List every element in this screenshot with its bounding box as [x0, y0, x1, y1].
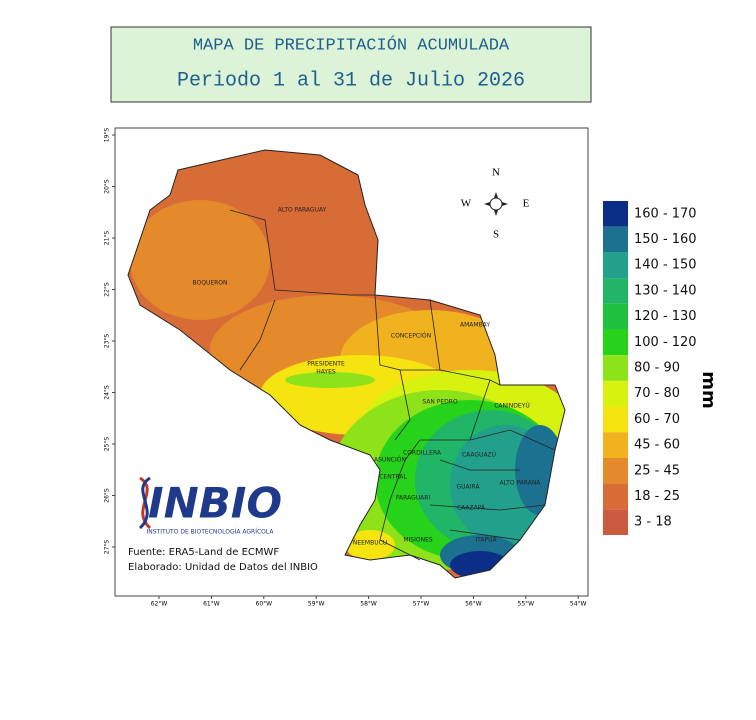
lon-tick-label: 61°W — [203, 601, 220, 608]
legend-label: 70 - 80 — [634, 386, 680, 401]
department-label: HAYES — [316, 369, 336, 376]
lat-tick-label: 22°S — [104, 282, 111, 297]
legend-swatch — [603, 329, 628, 356]
legend-label: 25 - 45 — [634, 463, 680, 478]
compass-n: N — [492, 167, 500, 179]
department-label: CAAGUAZÚ — [462, 452, 496, 459]
lat-tick-label: 23°S — [104, 334, 111, 349]
legend-swatch — [603, 380, 628, 407]
legend-label: 130 - 140 — [634, 283, 697, 298]
lat-tick-label: 24°S — [104, 385, 111, 400]
lon-tick-label: 56°W — [465, 601, 482, 608]
legend-swatch — [603, 483, 628, 510]
department-label: CAAZAPÁ — [457, 505, 486, 512]
legend-label: 160 - 170 — [634, 206, 697, 221]
department-label: GUAIRÁ — [457, 484, 481, 491]
department-label: BOQUERON — [192, 280, 227, 287]
department-label: PRESIDENTE — [307, 361, 345, 368]
department-label: CORDILLERA — [403, 450, 442, 457]
lon-tick-label: 62°W — [151, 601, 168, 608]
legend-swatch — [603, 226, 628, 253]
legend-label: 18 - 25 — [634, 489, 680, 504]
department-label: AMAMBAY — [460, 322, 490, 329]
title-box — [110, 26, 592, 103]
legend-swatch — [603, 432, 628, 458]
legend-label: 120 - 130 — [634, 309, 697, 324]
compass-s: S — [493, 229, 499, 241]
lat-tick-label: 19°S — [104, 128, 111, 143]
department-label: ÑEEMBUCU — [353, 540, 387, 547]
logo: INBIO INSTITUTO DE BIOTECNOLOGÍA AGRÍCOL… — [138, 476, 282, 536]
title: MAPA DE PRECIPITACIÓN ACUMULADA — [193, 35, 510, 55]
logo-full-name: INSTITUTO DE BIOTECNOLOGÍA AGRÍCOLA — [146, 529, 274, 536]
lon-tick-label: 55°W — [518, 601, 535, 608]
lon-tick-label: 54°W — [570, 601, 587, 608]
lat-tick-label: 20°S — [104, 179, 111, 194]
legend-swatch — [603, 252, 628, 279]
legend-swatch — [603, 303, 628, 330]
legend-label: 100 - 120 — [634, 335, 697, 350]
legend-swatch — [603, 278, 628, 304]
legend-label: 60 - 70 — [634, 412, 680, 427]
legend-label: 3 - 18 — [634, 515, 672, 530]
legend-swatch — [603, 457, 628, 484]
compass-e: E — [523, 198, 530, 210]
subtitle: Periodo 1 al 31 de Julio 2026 — [177, 69, 525, 92]
legend-label: 140 - 150 — [634, 258, 697, 273]
legend-swatch — [603, 509, 628, 535]
legend-swatch — [603, 201, 628, 227]
country-outline — [127, 149, 566, 579]
department-label: ASUNCIÓN — [374, 457, 406, 464]
legend-swatch — [603, 406, 628, 433]
lon-tick-label: 58°W — [360, 601, 377, 608]
department-label: PARAGUARI — [396, 495, 431, 502]
legend-swatch — [603, 355, 628, 381]
department-label: ITAPÚA — [475, 537, 497, 544]
department-label: ALTO PARAGUAY — [278, 207, 327, 214]
legend-unit: mm — [698, 371, 719, 409]
compass-w: W — [461, 198, 472, 210]
credit: Elaborado: Unidad de Datos del INBIO — [128, 562, 318, 573]
legend-label: 150 - 160 — [634, 232, 697, 247]
department-label: MISIONES — [403, 537, 433, 544]
department-borders — [229, 209, 556, 561]
lon-tick-label: 57°W — [413, 601, 430, 608]
lon-tick-label: 59°W — [308, 601, 325, 608]
department-label: CONCEPCIÓN — [391, 333, 431, 340]
department-label: SAN PEDRO — [422, 399, 458, 406]
lat-tick-label: 25°S — [104, 437, 111, 452]
legend-label: 80 - 90 — [634, 361, 680, 376]
lat-tick-label: 27°S — [104, 540, 111, 555]
lat-tick-label: 21°S — [104, 231, 111, 246]
credit: Fuente: ERA5-Land de ECMWF — [128, 547, 279, 558]
department-label: CENTRAL — [379, 474, 407, 481]
department-label: CANINDEYÚ — [494, 403, 530, 410]
legend-label: 45 - 60 — [634, 438, 680, 453]
department-label: ALTO PARANÁ — [500, 480, 542, 487]
compass: N S E W — [461, 167, 530, 241]
lat-tick-label: 26°S — [104, 488, 111, 503]
logo-name: INBIO — [148, 479, 282, 528]
precip-field — [128, 150, 565, 578]
lon-tick-label: 60°W — [256, 601, 273, 608]
